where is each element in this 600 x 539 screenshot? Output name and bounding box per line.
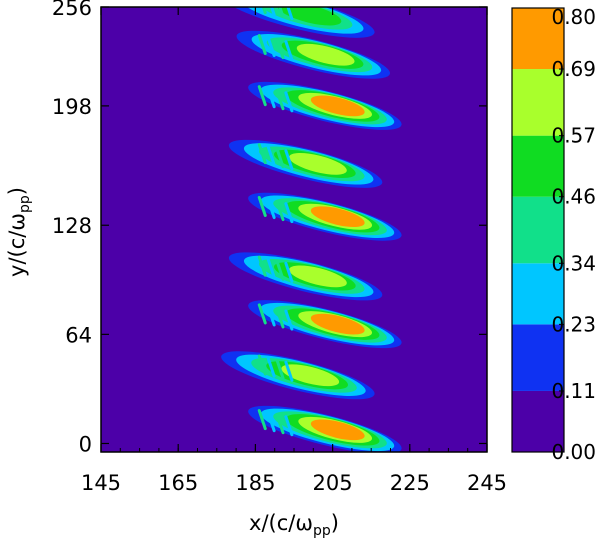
contour-level [296, 43, 355, 66]
contour-level [277, 7, 342, 26]
x-axis-title: x/(c/ωpp) [249, 511, 339, 539]
filament [284, 149, 294, 171]
filament [266, 305, 276, 327]
colorbar: 0.00 0.11 0.23 0.34 0.46 0.57 0.69 0.80 [511, 5, 596, 464]
x-tick-label: 245 [467, 471, 507, 495]
colorbar-label: 0.34 [551, 251, 596, 275]
colorbar-frame [511, 7, 565, 453]
colorbar-band [512, 196, 564, 264]
filament [266, 198, 276, 220]
y-axis: 0 64 128 198 256 [52, 0, 487, 456]
filament [257, 255, 267, 277]
structure [228, 139, 383, 188]
filament [275, 200, 285, 222]
structure [248, 81, 402, 130]
y-axis-title: y/(c/ωpp) [5, 187, 33, 277]
filament [275, 413, 285, 435]
structure [248, 192, 402, 241]
y-tick-label: 128 [52, 214, 92, 238]
colorbar-band [512, 69, 564, 136]
colorbar-band [512, 263, 564, 325]
filament [257, 34, 267, 56]
structure [248, 300, 402, 349]
contour-structures [221, 7, 402, 452]
filament [275, 89, 285, 111]
filament [266, 36, 276, 58]
y-tick-label: 64 [65, 323, 92, 347]
x-axis: 145 165 185 205 225 245 [81, 7, 507, 495]
filament [275, 358, 285, 380]
filament [284, 261, 294, 283]
filament [284, 40, 294, 62]
colorbar-band [512, 324, 564, 391]
colorbar-band [512, 8, 564, 70]
colorbar-label: 0.57 [551, 124, 596, 148]
y-tick-label: 198 [52, 95, 92, 119]
y-tick-label: 256 [52, 0, 92, 20]
structure [228, 252, 383, 301]
x-tick-label: 165 [158, 471, 198, 495]
colorbar-label: 0.69 [551, 57, 596, 81]
contour-level [289, 152, 347, 175]
filament [266, 411, 276, 433]
filament [270, 7, 276, 17]
structure [248, 405, 402, 452]
filament [286, 7, 294, 21]
filament [266, 145, 276, 167]
filament [284, 309, 294, 331]
contour-level [310, 206, 365, 228]
filament [266, 87, 276, 109]
filament [257, 143, 267, 165]
colorbar-label: 0.46 [551, 185, 596, 209]
x-tick-label: 205 [313, 471, 353, 495]
contour-level [310, 95, 365, 117]
x-tick-label: 225 [390, 471, 430, 495]
filament [261, 7, 267, 15]
filament [284, 91, 294, 113]
filament [284, 202, 294, 224]
filament [275, 147, 285, 169]
filament [275, 307, 285, 329]
filament [257, 354, 267, 376]
contour-level [289, 265, 347, 288]
colorbar-label: 0.80 [551, 5, 596, 29]
x-tick-label: 145 [81, 471, 121, 495]
contour-level [281, 364, 340, 387]
filament [266, 356, 276, 378]
structure [221, 351, 375, 400]
filament [284, 360, 294, 382]
contour-level [310, 313, 365, 335]
filament [257, 85, 267, 107]
x-tick-label: 185 [235, 471, 275, 495]
filament [275, 259, 285, 281]
colorbar-label: 0.00 [551, 440, 596, 464]
colorbar-label: 0.23 [551, 312, 596, 336]
colorbar-band [512, 390, 564, 452]
contour-level [310, 419, 365, 441]
filament [257, 303, 267, 325]
structure [221, 7, 375, 38]
y-tick-label: 0 [79, 432, 92, 456]
colorbar-band [512, 135, 564, 197]
structure [236, 30, 391, 79]
colorbar-label: 0.11 [551, 379, 596, 403]
filament [284, 415, 294, 437]
filament [275, 38, 285, 60]
filament [257, 195, 267, 217]
filament [266, 257, 276, 279]
filament [257, 409, 267, 431]
